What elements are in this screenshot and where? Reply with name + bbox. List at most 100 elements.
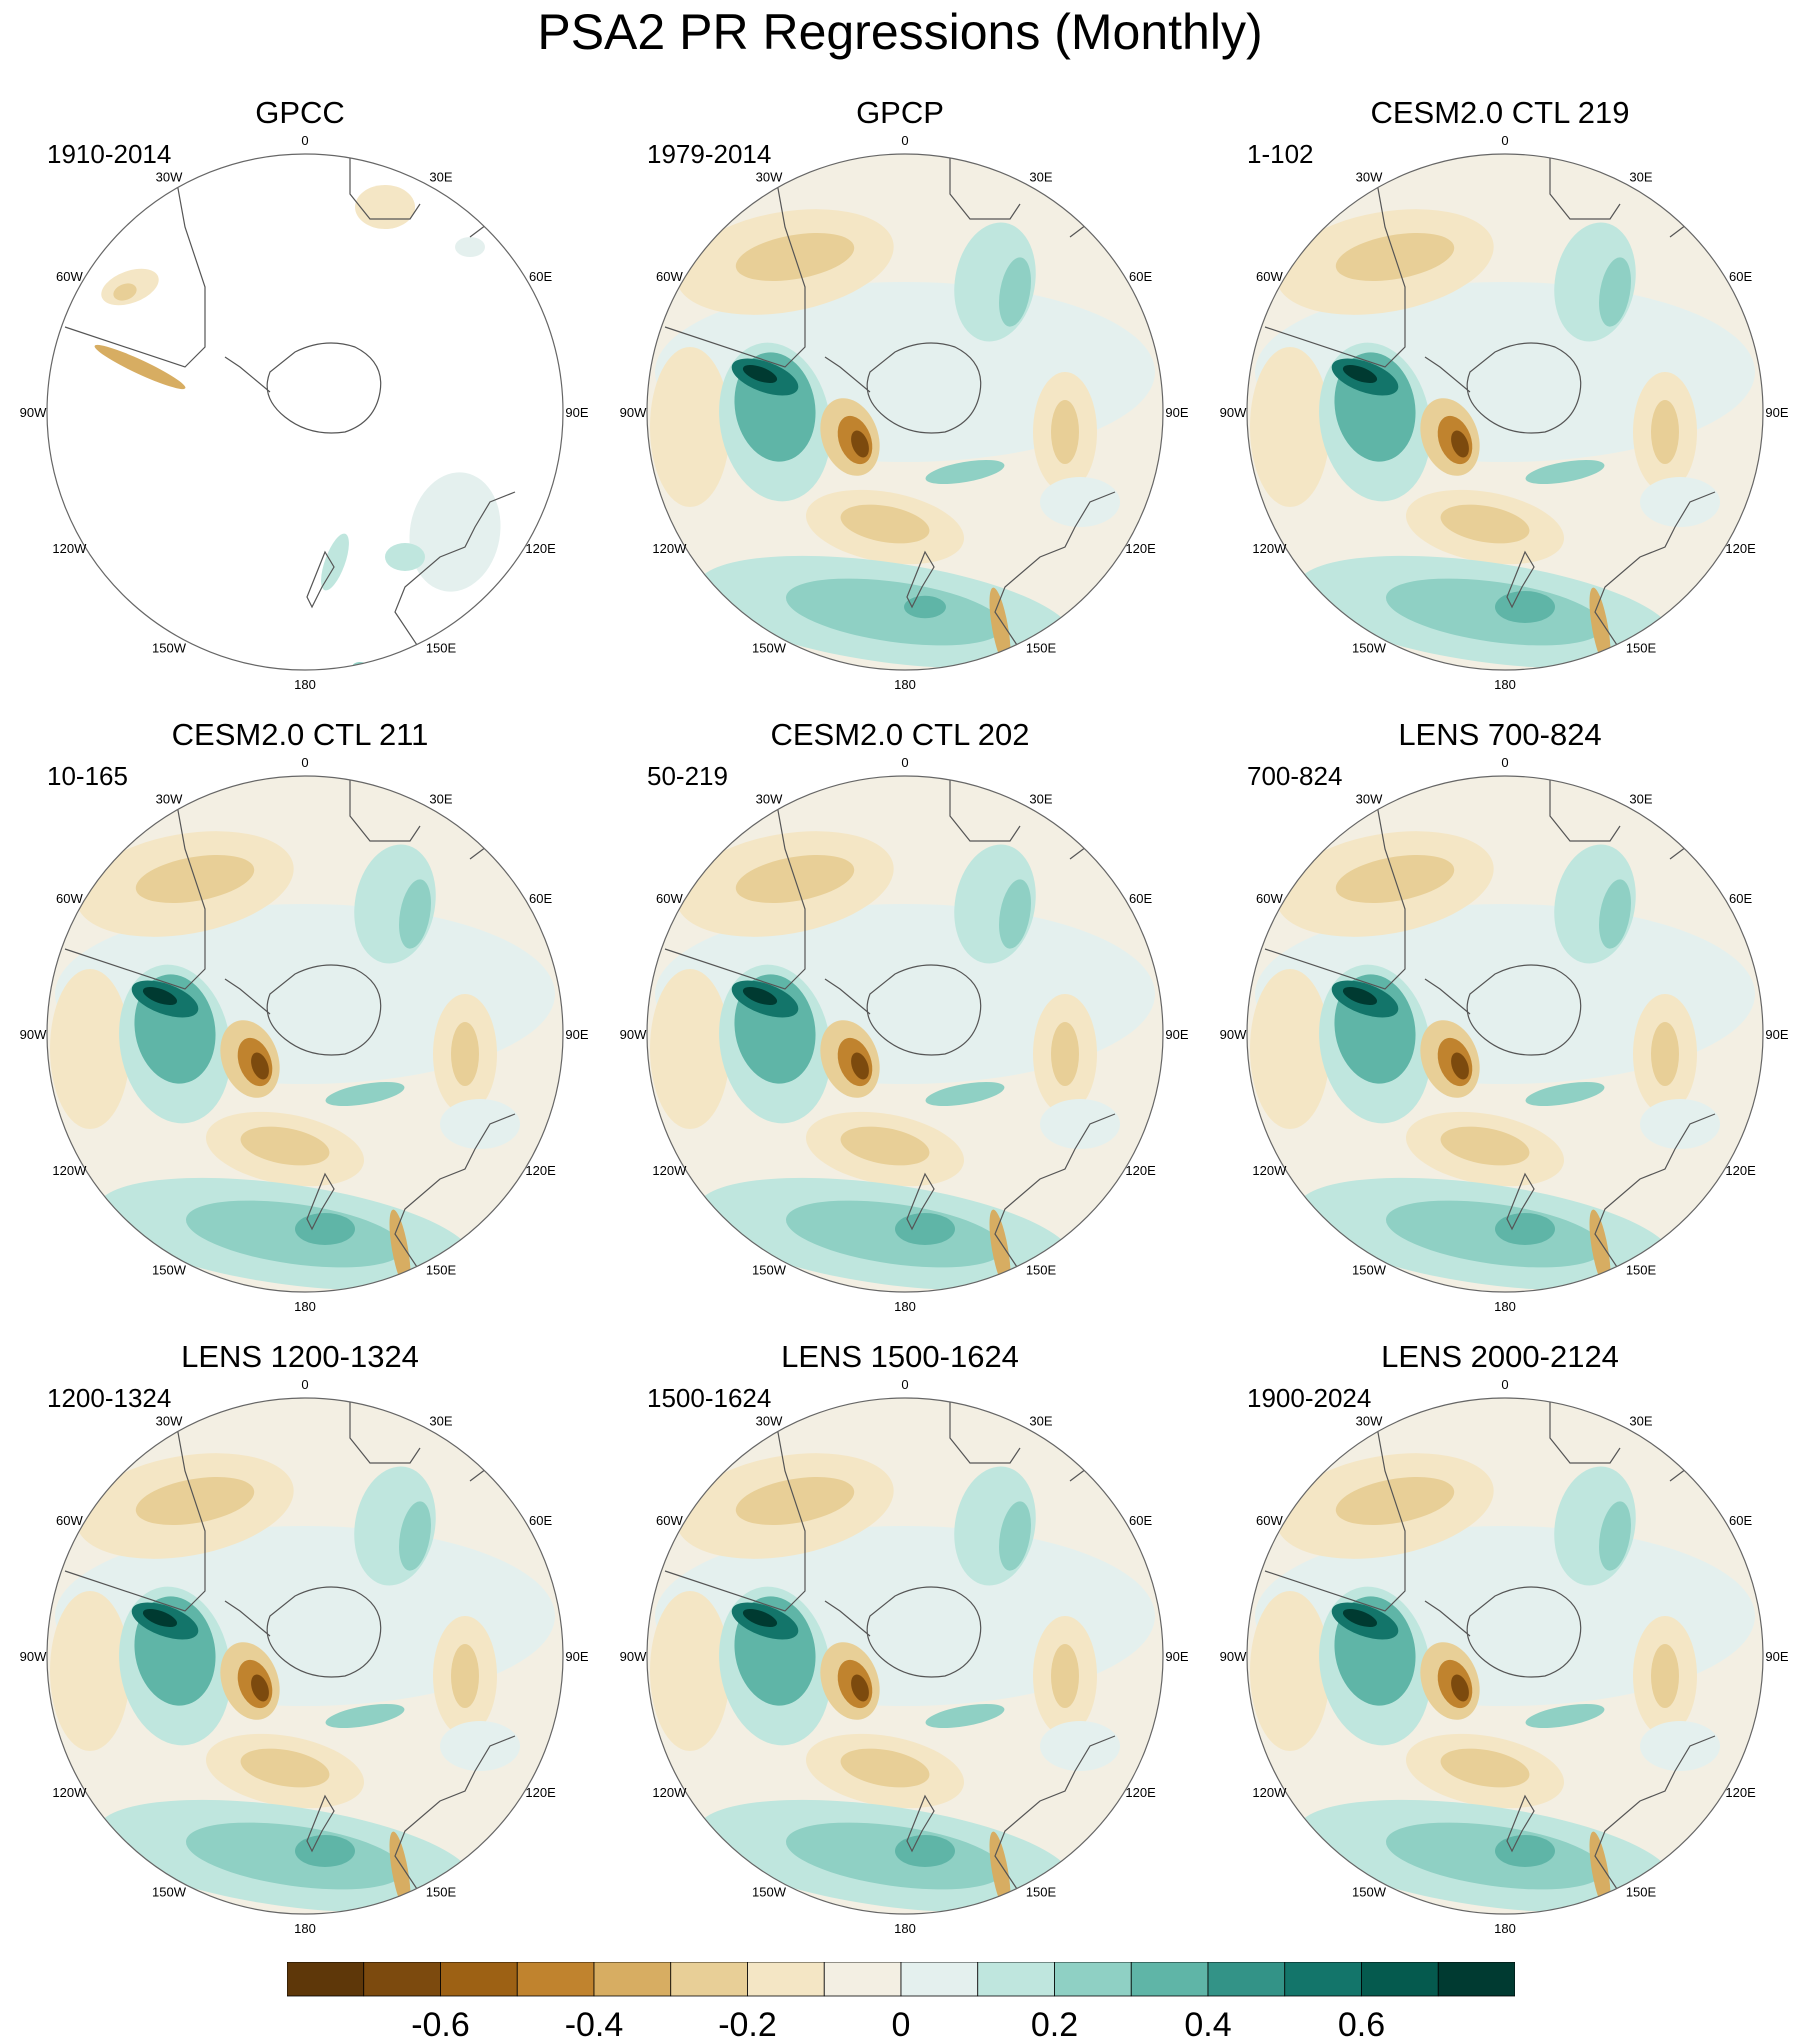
negative-anomaly xyxy=(50,969,130,1129)
negative-anomaly xyxy=(650,347,730,507)
negative-anomaly xyxy=(650,1591,730,1751)
longitude-label: 150W xyxy=(152,641,187,656)
panel-years: 1900-2024 xyxy=(1247,1383,1372,1413)
polar-map: 0 30E 60E 90E 120E 150E 180 150W 120W 90W 60W 30W xyxy=(1220,1377,1789,1936)
longitude-label: 180 xyxy=(294,1921,316,1936)
longitude-label: 30W xyxy=(1356,1413,1383,1428)
longitude-label: 150E xyxy=(426,641,457,656)
panel-years: 1979-2014 xyxy=(647,139,772,169)
longitude-label: 120E xyxy=(525,541,556,556)
longitude-label: 180 xyxy=(1494,677,1516,692)
map-panel: 0 30E 60E 90E 120E 150E 180 150W 120W 90W 60W 30W CE… xyxy=(600,715,1200,1337)
map-panel: 0 30E 60E 90E 120E 150E 180 150W 120W 90W 60W 30W GP… xyxy=(0,93,600,715)
panel-title: LENS 1200-1324 xyxy=(181,1339,419,1374)
longitude-label: 30E xyxy=(1629,169,1652,184)
colorbar-swatch xyxy=(900,1962,979,1997)
longitude-label: 0 xyxy=(901,1377,908,1392)
positive-anomaly xyxy=(1599,1501,1631,1571)
panel-title: LENS 2000-2124 xyxy=(1381,1339,1619,1374)
negative-anomaly xyxy=(1651,1644,1679,1708)
negative-anomaly xyxy=(1451,1674,1469,1702)
positive-anomaly xyxy=(1495,1213,1555,1245)
negative-anomaly xyxy=(1589,1209,1611,1289)
longitude-label: 90W xyxy=(1220,1649,1247,1664)
anomaly-field xyxy=(1247,776,1763,1292)
longitude-label: 180 xyxy=(894,1921,916,1936)
positive-anomaly xyxy=(142,1608,178,1628)
longitude-label: 150E xyxy=(1626,641,1657,656)
longitude-label: 30E xyxy=(1629,1413,1652,1428)
positive-anomaly xyxy=(1385,1200,1605,1268)
colorbar-swatch xyxy=(823,1962,902,1997)
longitude-label: 30W xyxy=(156,791,183,806)
colorbar-swatch xyxy=(363,1962,441,1997)
positive-anomaly xyxy=(1040,477,1120,527)
map-panel: 0 30E 60E 90E 120E 150E 180 150W 120W 90W 60W 30W CE… xyxy=(1200,93,1800,715)
longitude-label: 0 xyxy=(1501,1377,1508,1392)
longitude-label: 0 xyxy=(901,755,908,770)
longitude-label: 180 xyxy=(294,677,316,692)
longitude-label: 120W xyxy=(652,541,687,556)
land-anomaly xyxy=(113,283,137,301)
positive-anomaly xyxy=(895,1835,955,1867)
longitude-label: 90E xyxy=(565,405,588,420)
longitude-label: 90E xyxy=(1165,1027,1188,1042)
figure-title: PSA2 PR Regressions (Monthly) xyxy=(537,4,1263,60)
positive-anomaly xyxy=(925,1703,1005,1729)
positive-anomaly xyxy=(1495,591,1555,623)
longitude-label: 0 xyxy=(301,1377,308,1392)
positive-anomaly xyxy=(999,879,1031,949)
positive-anomaly xyxy=(1040,1721,1120,1771)
longitude-label: 60W xyxy=(1256,891,1283,906)
negative-anomaly xyxy=(1589,587,1611,667)
positive-anomaly xyxy=(999,257,1031,327)
panel-title: LENS 700-824 xyxy=(1398,717,1602,752)
longitude-label: 60E xyxy=(1129,1513,1152,1528)
positive-anomaly xyxy=(1599,257,1631,327)
longitude-label: 90W xyxy=(620,1649,647,1664)
colorbar-swatch xyxy=(593,1962,672,1997)
map-panel: 0 30E 60E 90E 120E 150E 180 150W 120W 90W 60W 30W LE… xyxy=(0,1337,600,1959)
positive-anomaly xyxy=(785,578,1005,646)
panel-years: 10-165 xyxy=(47,761,128,791)
longitude-label: 90W xyxy=(20,1027,47,1042)
negative-anomaly xyxy=(240,1126,330,1166)
longitude-label: 150W xyxy=(752,1263,787,1278)
longitude-label: 60W xyxy=(1256,269,1283,284)
positive-anomaly xyxy=(742,364,778,384)
longitude-label: 90W xyxy=(20,405,47,420)
longitude-label: 90W xyxy=(620,1027,647,1042)
positive-anomaly xyxy=(895,1213,955,1245)
colorbar-swatch xyxy=(1130,1962,1209,1997)
colorbar: -0.6 -0.4 -0.2 0 0.2 0.4 0.6 xyxy=(287,1962,1515,2042)
map-boundary xyxy=(646,153,1164,671)
panel-title: CESM2.0 CTL 219 xyxy=(1370,95,1630,130)
longitude-label: 60W xyxy=(656,269,683,284)
map-boundary xyxy=(646,1397,1164,1915)
longitude-label: 150W xyxy=(1352,1885,1387,1900)
polar-map: 0 30E 60E 90E 120E 150E 180 150W 120W 90W 60W 30W xyxy=(20,755,589,1314)
positive-anomaly xyxy=(1525,459,1605,485)
longitude-label: 180 xyxy=(1494,1299,1516,1314)
panel-title: CESM2.0 CTL 211 xyxy=(171,717,429,752)
negative-anomaly xyxy=(389,1831,411,1911)
longitude-label: 120W xyxy=(652,1785,687,1800)
longitude-label: 90W xyxy=(1220,405,1247,420)
negative-anomaly xyxy=(1250,1591,1330,1751)
longitude-label: 120W xyxy=(52,1785,87,1800)
longitude-label: 60W xyxy=(1256,1513,1283,1528)
positive-anomaly xyxy=(1525,1081,1605,1107)
longitude-label: 180 xyxy=(894,677,916,692)
negative-anomaly xyxy=(1651,400,1679,464)
panel-title: GPCC xyxy=(255,95,345,130)
positive-anomaly xyxy=(785,1200,1005,1268)
longitude-label: 120E xyxy=(1125,1163,1156,1178)
polar-map: 0 30E 60E 90E 120E 150E 180 150W 120W 90W 60W 30W xyxy=(620,133,1189,692)
longitude-label: 30E xyxy=(1029,1413,1052,1428)
negative-anomaly xyxy=(451,1644,479,1708)
positive-anomaly xyxy=(325,1081,405,1107)
map-panel: 0 30E 60E 90E 120E 150E 180 150W 120W 90W 60W 30W LE… xyxy=(1200,1337,1800,1959)
colorbar-swatch xyxy=(1361,1962,1439,1997)
anomaly-field xyxy=(47,776,563,1292)
positive-anomaly xyxy=(785,1822,1005,1890)
